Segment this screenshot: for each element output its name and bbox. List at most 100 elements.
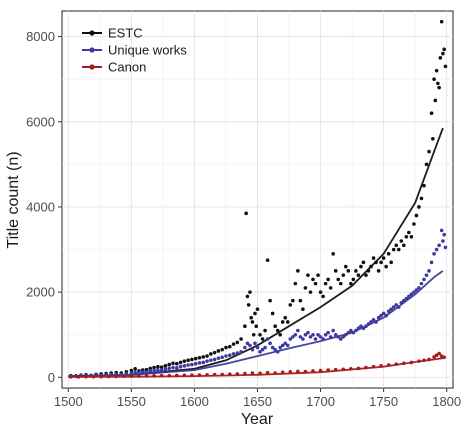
data-point xyxy=(239,349,243,354)
data-point xyxy=(306,273,310,277)
data-point xyxy=(268,341,272,346)
data-point xyxy=(419,281,424,286)
data-point xyxy=(163,364,168,368)
data-point xyxy=(441,239,445,243)
data-point xyxy=(434,353,439,357)
data-point xyxy=(197,361,202,365)
data-point xyxy=(354,269,358,273)
data-point xyxy=(291,335,295,339)
data-point xyxy=(442,232,446,237)
data-point xyxy=(243,345,247,350)
data-point xyxy=(379,313,383,318)
data-point xyxy=(396,247,401,252)
data-point xyxy=(227,344,232,349)
y-tick-label: 4000 xyxy=(26,199,55,214)
data-point xyxy=(433,98,438,103)
data-point xyxy=(245,341,250,346)
data-point xyxy=(323,332,328,337)
y-tick-label: 8000 xyxy=(26,29,55,44)
data-point xyxy=(399,239,404,243)
data-point xyxy=(432,77,436,81)
data-point xyxy=(174,366,179,370)
data-point xyxy=(285,320,290,324)
data-point xyxy=(148,366,153,371)
data-point xyxy=(391,305,396,309)
data-point xyxy=(201,355,206,359)
data-point xyxy=(186,363,190,367)
x-tick-label: 1500 xyxy=(54,394,83,409)
data-point xyxy=(318,335,323,339)
data-point xyxy=(285,343,290,348)
data-point xyxy=(349,328,353,333)
data-point xyxy=(424,273,429,277)
data-point xyxy=(235,340,240,345)
data-point xyxy=(245,294,250,299)
data-point xyxy=(193,361,198,366)
legend-key-point xyxy=(89,64,95,70)
y-tick-label: 6000 xyxy=(26,114,55,129)
data-point xyxy=(209,352,213,356)
data-point xyxy=(291,298,295,303)
data-point xyxy=(253,311,257,316)
data-point xyxy=(346,269,351,273)
data-point xyxy=(331,328,335,333)
data-point xyxy=(280,320,285,324)
data-point xyxy=(231,342,236,346)
data-point xyxy=(303,332,308,337)
data-point xyxy=(333,269,338,273)
legend: ESTC Unique works Canon xyxy=(82,26,187,75)
data-point xyxy=(442,355,446,360)
data-point xyxy=(296,269,300,273)
data-point xyxy=(224,354,228,358)
data-point xyxy=(376,269,381,273)
data-point xyxy=(250,347,255,352)
data-point xyxy=(427,149,431,154)
data-point xyxy=(432,355,436,359)
data-point xyxy=(296,328,300,333)
data-point xyxy=(326,330,330,335)
data-point xyxy=(394,243,399,248)
data-point xyxy=(371,256,376,260)
data-point xyxy=(431,136,435,141)
data-point xyxy=(283,315,288,320)
data-point xyxy=(361,260,366,265)
data-point xyxy=(376,315,381,320)
data-point xyxy=(129,368,134,373)
data-point xyxy=(273,347,277,352)
data-point xyxy=(197,355,202,360)
data-point xyxy=(386,252,391,256)
data-point xyxy=(318,290,323,294)
data-point xyxy=(140,370,145,374)
data-point xyxy=(250,320,255,324)
data-point xyxy=(216,349,221,353)
data-point xyxy=(283,341,288,346)
data-point xyxy=(321,294,325,299)
data-point xyxy=(263,328,267,333)
data-point xyxy=(412,290,416,294)
data-point xyxy=(356,273,361,277)
data-point xyxy=(427,269,431,273)
data-point xyxy=(239,337,243,341)
data-point xyxy=(159,365,164,369)
data-point xyxy=(243,324,247,329)
data-point xyxy=(167,362,172,367)
data-point xyxy=(209,358,213,363)
data-point xyxy=(255,345,260,350)
data-point xyxy=(412,222,416,226)
data-point xyxy=(443,245,448,250)
x-tick-label: 1550 xyxy=(117,394,146,409)
trend-line xyxy=(68,270,444,378)
data-point xyxy=(429,260,434,265)
data-point xyxy=(260,337,265,341)
data-point xyxy=(254,324,259,329)
x-tick-label: 1800 xyxy=(432,394,461,409)
data-point xyxy=(235,351,240,355)
data-point xyxy=(338,337,343,341)
data-point xyxy=(156,368,160,372)
data-point xyxy=(244,211,248,216)
data-point xyxy=(414,213,419,218)
y-tick-label: 0 xyxy=(48,370,55,385)
data-point xyxy=(260,347,265,352)
data-point xyxy=(167,366,172,371)
